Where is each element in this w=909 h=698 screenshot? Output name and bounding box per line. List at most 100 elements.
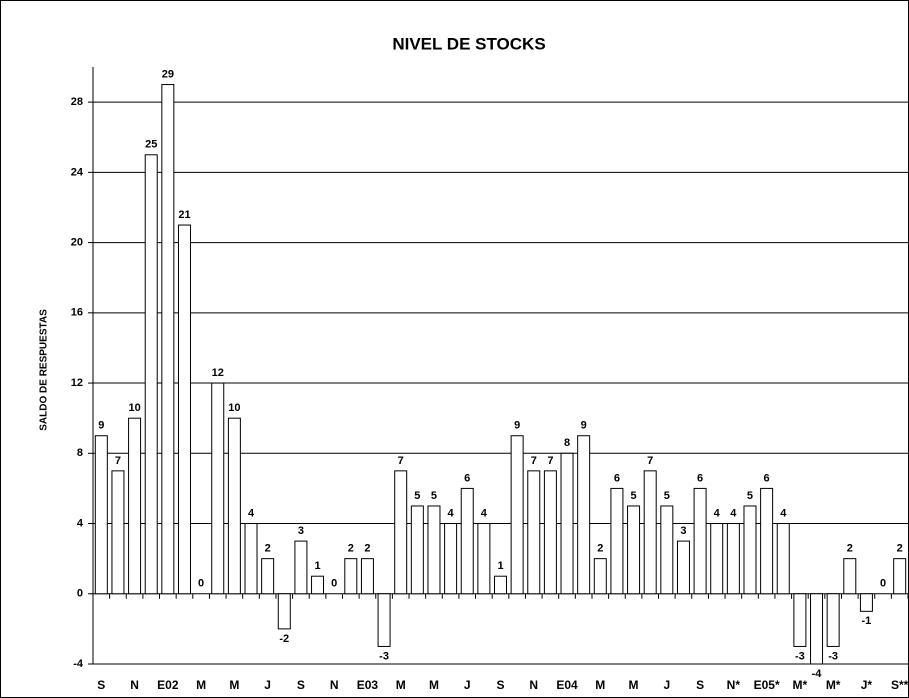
bar: [128, 417, 142, 595]
chart-title: NIVEL DE STOCKS: [392, 34, 545, 53]
value-label: 12: [212, 367, 224, 379]
bar: [527, 470, 541, 595]
x-tick-label: N: [130, 678, 139, 692]
bar: [144, 154, 158, 595]
value-label: 2: [597, 543, 603, 555]
bar: [710, 523, 724, 595]
bar: [743, 505, 757, 595]
bar: [427, 505, 441, 595]
bar: [577, 435, 591, 595]
y-tick-label: 28: [71, 96, 83, 108]
x-tick-label: M: [196, 678, 206, 692]
y-axis-label: SALDO DE RESPUESTAS: [39, 309, 50, 431]
bar: [610, 487, 624, 595]
x-tick-label: J: [663, 678, 670, 692]
value-label: 4: [248, 507, 255, 519]
value-label: 7: [547, 455, 553, 467]
bar: [477, 523, 491, 595]
value-label: 6: [697, 472, 703, 484]
x-tick-label: N*: [727, 678, 741, 692]
bar: [627, 505, 641, 595]
value-label: 7: [531, 455, 537, 467]
x-tick-label: S**: [891, 678, 909, 692]
value-label: 1: [314, 560, 320, 572]
bar: [277, 593, 291, 630]
value-label: 2: [897, 543, 903, 555]
bar: [726, 523, 740, 595]
value-label: 10: [128, 402, 140, 414]
value-label: 4: [780, 507, 787, 519]
value-label: 2: [847, 543, 853, 555]
bar: [161, 84, 175, 595]
bar: [676, 540, 690, 595]
y-tick-label: 8: [77, 447, 83, 459]
bar: [810, 593, 824, 665]
value-label: 2: [364, 543, 370, 555]
value-label: 2: [348, 543, 354, 555]
x-tick-label: N: [330, 678, 339, 692]
value-label: 10: [228, 402, 240, 414]
bar: [510, 435, 524, 595]
value-label: -3: [795, 650, 805, 662]
value-label: 5: [664, 490, 670, 502]
bar: [494, 575, 507, 595]
x-tick-label: S: [696, 678, 704, 692]
value-label: 5: [414, 490, 420, 502]
x-tick-label: E05*: [754, 678, 780, 692]
x-tick-label: M*: [793, 678, 808, 692]
x-tick-label: S: [97, 678, 105, 692]
value-label: 5: [747, 490, 753, 502]
bar: [394, 470, 408, 595]
bar: [793, 593, 807, 647]
bar: [294, 540, 308, 595]
x-tick-label: M*: [826, 678, 841, 692]
value-label: 6: [614, 472, 620, 484]
x-tick-label: M: [229, 678, 239, 692]
value-label: 4: [448, 507, 455, 519]
bar: [94, 435, 108, 595]
value-label: 4: [714, 507, 721, 519]
x-tick-label: M: [429, 678, 439, 692]
value-label: 7: [115, 455, 121, 467]
x-tick-label: M: [595, 678, 605, 692]
x-tick-label: S: [496, 678, 504, 692]
y-tick-label: 20: [71, 236, 83, 248]
bar: [444, 523, 458, 595]
value-label: -1: [862, 615, 872, 627]
x-tick-label: J: [464, 678, 471, 692]
value-label: 5: [630, 490, 636, 502]
x-tick-label: N: [529, 678, 538, 692]
value-label: -2: [279, 633, 289, 645]
bar: [593, 558, 607, 595]
bar: [344, 558, 358, 595]
value-label: 5: [431, 490, 437, 502]
bar: [826, 593, 840, 647]
bar: [843, 558, 857, 595]
value-label: 0: [880, 578, 886, 590]
y-tick-label: -4: [73, 658, 84, 670]
bar: [760, 487, 774, 595]
value-label: 8: [564, 437, 570, 449]
x-tick-label: E03: [357, 678, 379, 692]
value-label: 0: [331, 578, 337, 590]
bar: [560, 452, 574, 595]
value-label: 3: [680, 525, 686, 537]
value-label: 29: [162, 68, 174, 80]
value-label: 0: [198, 578, 204, 590]
y-tick-label: 12: [71, 377, 83, 389]
y-tick-label: 24: [71, 166, 84, 178]
bar: [643, 470, 657, 595]
bar: [244, 523, 258, 595]
x-tick-label: J*: [861, 678, 873, 692]
x-tick-label: E04: [556, 678, 578, 692]
value-label: 1: [497, 560, 503, 572]
bar: [543, 470, 557, 595]
value-label: 2: [265, 543, 271, 555]
value-label: 4: [481, 507, 488, 519]
bar: [859, 593, 873, 612]
bar: [660, 505, 674, 595]
bar: [360, 558, 374, 595]
bar: [261, 558, 275, 595]
bar: [693, 487, 707, 595]
